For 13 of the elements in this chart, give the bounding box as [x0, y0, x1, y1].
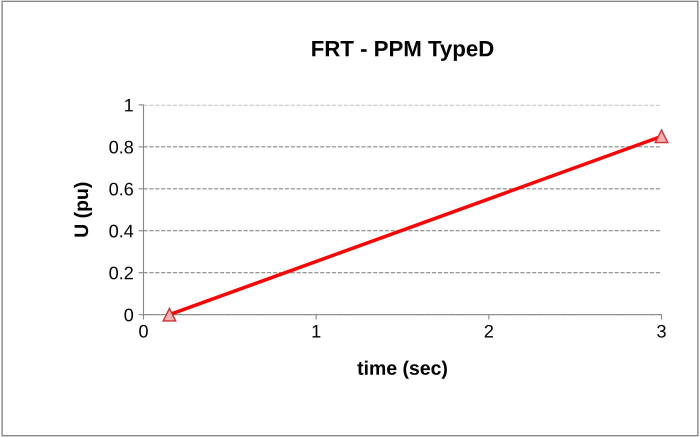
y-tick-label: 0.4 [109, 224, 134, 238]
x-tick-label: 3 [657, 324, 666, 338]
x-tick-label: 1 [312, 325, 320, 338]
y-tick-label: 0.6 [109, 182, 133, 196]
x-axis-title: time (sec) [357, 360, 447, 379]
chart-title: FRT - PPM TypeD [312, 40, 494, 61]
x-tick-label: 2 [484, 324, 493, 338]
y-tick-label: 0.2 [109, 266, 133, 280]
y-tick-label: 1 [125, 99, 133, 112]
y-axis-title: U (pu) [74, 182, 92, 237]
x-tick-label: 0 [139, 324, 148, 338]
y-tick-label: 0 [124, 308, 134, 322]
y-tick-label: 0.8 [109, 140, 133, 154]
